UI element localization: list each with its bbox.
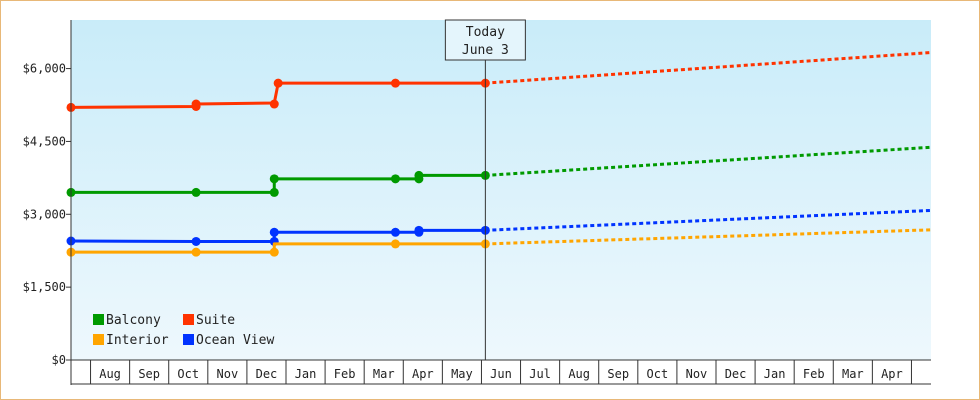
data-point-balcony: [414, 170, 424, 180]
y-tick-label: $6,000: [23, 62, 66, 76]
x-tick-label: Jul: [529, 367, 551, 381]
data-point-ocean-view: [414, 225, 424, 235]
series-group: [66, 51, 932, 257]
x-tick-label: Jan: [764, 367, 786, 381]
x-tick-label: May: [451, 367, 473, 381]
x-tick-label: Mar: [842, 367, 864, 381]
legend-label-ocean-view: Ocean View: [196, 333, 274, 348]
legend-swatch-suite: [183, 314, 194, 325]
x-tick-label: Aug: [99, 367, 121, 381]
legend-swatch-interior: [93, 334, 104, 345]
x-tick-label: Jun: [490, 367, 512, 381]
x-tick-label: Apr: [881, 367, 903, 381]
y-tick-label: $1,500: [23, 280, 66, 294]
legend-swatch-balcony: [93, 314, 104, 325]
data-point-interior: [269, 247, 279, 257]
data-point-suite: [390, 78, 400, 88]
plot-area: [71, 20, 931, 360]
series-projection-suite: [485, 51, 932, 85]
today-box: [444, 19, 526, 61]
today-date-label: June 3: [462, 43, 509, 58]
x-tick-label: Oct: [177, 367, 199, 381]
data-point-ocean-view: [269, 227, 279, 237]
data-point-balcony: [191, 187, 201, 197]
x-tick-label: Mar: [373, 367, 395, 381]
x-tick-label: Sep: [138, 367, 160, 381]
legend-label-balcony: Balcony: [106, 313, 161, 328]
y-tick-label: $0: [52, 353, 66, 367]
x-tick-label: Nov: [217, 367, 239, 381]
today-marker: Today June 3: [444, 19, 526, 360]
data-point-interior: [390, 239, 400, 249]
y-tick-label: $4,500: [23, 134, 66, 148]
data-point-ocean-view: [191, 236, 201, 246]
legend-swatch-ocean-view: [183, 334, 194, 345]
data-point-ocean-view: [390, 227, 400, 237]
data-point-interior: [191, 247, 201, 257]
legend-label-interior: Interior: [106, 333, 169, 348]
x-tick-label: Jan: [295, 367, 317, 381]
series-projection-balcony: [485, 145, 932, 177]
axes-group: $0 $1,500 $3,000 $4,500 $6,000 Aug Sep Oct Nov De…: [23, 20, 931, 385]
x-tick-label: Feb: [803, 367, 825, 381]
data-point-suite: [191, 99, 201, 109]
x-tick-label: Dec: [256, 367, 278, 381]
legend: Balcony Suite Interior Ocean View: [93, 313, 274, 348]
data-point-balcony: [269, 174, 279, 184]
x-tick-label: Dec: [725, 367, 747, 381]
data-point-balcony: [390, 174, 400, 184]
today-label: Today: [466, 25, 505, 40]
x-tick-label: Apr: [412, 367, 434, 381]
y-tick-label: $3,000: [23, 207, 66, 221]
x-tick-label: Aug: [568, 367, 590, 381]
data-point-suite: [269, 99, 279, 109]
data-point-balcony: [269, 187, 279, 197]
legend-label-suite: Suite: [196, 313, 235, 328]
series-projection-interior: [485, 228, 932, 246]
x-tick-label: Sep: [607, 367, 629, 381]
data-point-suite: [273, 78, 283, 88]
series-projection-ocean-view: [485, 208, 932, 232]
x-tick-label: Oct: [647, 367, 669, 381]
x-tick-label: Feb: [334, 367, 356, 381]
x-tick-label: Nov: [686, 367, 708, 381]
